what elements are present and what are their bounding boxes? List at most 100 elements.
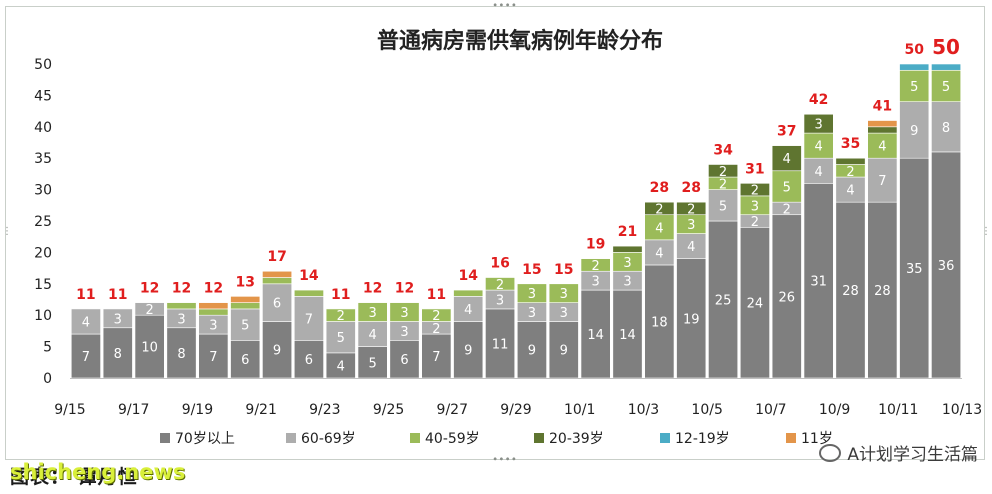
segment-value-label: 7 [209,350,217,365]
total-label: 50 [932,35,960,59]
legend-swatch [534,433,544,443]
x-tick-label: 10/13 [942,402,982,418]
bar-segment [230,340,261,379]
x-tick-label: 10/9 [819,402,850,418]
bar-segment [357,321,388,347]
bar-segment [516,283,547,303]
segment-value-label: 9 [560,344,568,359]
total-label: 12 [395,281,414,297]
x-tick-label: 10/1 [564,402,595,418]
bar-segment [899,69,930,102]
resize-handle-left[interactable]: ⋮ [2,226,12,237]
bar-segment [899,101,930,159]
segment-value-label: 3 [114,312,122,327]
x-axis: 9/15 9/17 9/19 9/21 9/23 9/25 9/27 9/29 10/1 10/3… [54,378,982,418]
total-label: 12 [204,281,223,297]
bar-segment [612,289,643,379]
segment-value-label: 5 [910,80,918,95]
bar-segment [835,157,866,165]
y-tick-label: 25 [34,214,52,230]
resize-handle-bottom[interactable]: ∙∙∙∙ [492,454,518,465]
x-tick-label: 9/17 [118,402,149,418]
segment-value-label: 10 [141,341,158,356]
total-label: 50 [904,42,924,58]
segment-value-label: 2 [337,309,345,324]
bar-segment [453,296,484,322]
segment-value-label: 9 [910,124,918,139]
segment-value-label: 31 [810,275,827,290]
bar-segment [708,189,739,222]
y-tick-label: 35 [34,151,52,167]
segment-value-label: 14 [619,328,636,343]
segment-value-label: 7 [82,350,90,365]
bar-segment [421,308,452,322]
segment-value-label: 4 [464,303,472,318]
segment-value-label: 5 [241,319,249,334]
bar-segment [389,302,420,322]
bar-segment [357,302,388,322]
bar-segment [676,233,707,259]
y-tick-label: 0 [43,371,52,387]
x-tick-label: 10/3 [628,402,659,418]
total-label: 28 [681,180,700,196]
bars: 7411831110212831273126513961767144521154… [70,35,962,379]
bar-segment [293,340,324,379]
segment-value-label: 6 [273,297,281,312]
bar-segment [867,201,898,379]
segment-value-label: 3 [623,256,631,271]
segment-value-label: 6 [305,353,313,368]
segment-value-label: 2 [719,177,727,192]
bar-segment [548,283,579,303]
bar-segment [835,201,866,379]
segment-value-label: 7 [878,174,886,189]
bar-segment [644,201,675,216]
segment-value-label: 8 [177,347,185,362]
bar-segment [899,63,930,71]
segment-value-label: 3 [751,199,759,214]
resize-handle-top[interactable]: ∙∙∙∙ [492,0,518,11]
y-tick-label: 30 [34,183,52,199]
total-label: 28 [650,180,669,196]
segment-value-label: 28 [842,284,859,299]
total-label: 31 [745,161,764,177]
total-label: 21 [618,224,637,240]
segment-value-label: 4 [82,315,90,330]
total-label: 16 [490,256,509,272]
bar-segment [803,183,834,379]
x-tick-label: 9/15 [54,402,85,418]
total-label: 11 [331,287,350,303]
segment-value-label: 25 [715,294,732,309]
bar-segment [771,170,802,203]
bar-segment [612,245,643,253]
segment-value-label: 2 [783,202,791,217]
segment-value-label: 3 [623,275,631,290]
segment-value-label: 2 [146,303,154,318]
resize-handle-right[interactable]: ⋮ [981,226,991,237]
y-tick-label: 45 [34,88,52,104]
legend-label: 12-19岁 [675,431,730,447]
y-tick-label: 40 [34,120,52,136]
total-label: 14 [299,268,319,284]
segment-value-label: 3 [400,325,408,340]
bar-segment [230,296,261,303]
segment-value-label: 4 [878,140,886,155]
bar-segment [708,164,739,178]
segment-value-label: 3 [528,306,536,321]
segment-value-label: 6 [400,353,408,368]
site-watermark: shicheng.news [10,460,186,484]
segment-value-label: 4 [655,246,663,261]
total-label: 15 [554,262,573,278]
total-label: 12 [140,281,159,297]
chart-title: 普通病房需供氧病例年龄分布 [377,28,663,54]
total-label: 15 [522,262,541,278]
bar-segment [357,346,388,379]
segment-value-label: 2 [432,322,440,337]
segment-value-label: 2 [687,202,695,217]
bar-segment [262,277,293,285]
segment-value-label: 4 [846,184,854,199]
bar-segment [867,126,898,134]
legend-label: 40-59岁 [425,431,480,447]
bar-segment [739,183,770,197]
legend-swatch [160,433,170,443]
